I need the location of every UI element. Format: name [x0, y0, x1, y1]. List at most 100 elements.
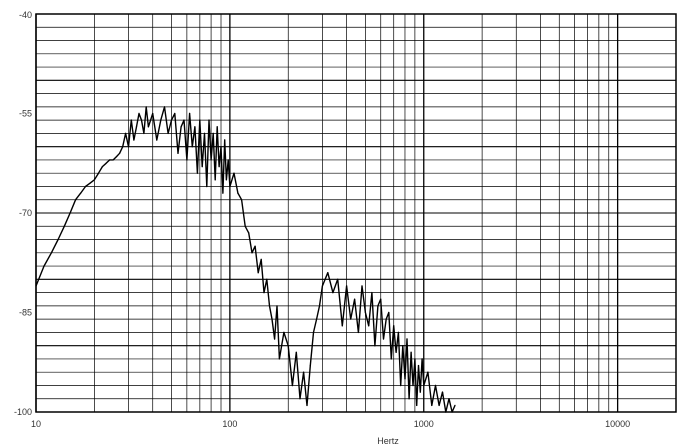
- data-point: [216, 126, 218, 128]
- data-point: [445, 411, 447, 413]
- data-point: [138, 112, 140, 115]
- data-point: [350, 318, 352, 320]
- data-point: [421, 358, 423, 360]
- data-point: [143, 132, 145, 134]
- data-point: [174, 112, 176, 115]
- data-point: [364, 311, 366, 314]
- data-point: [145, 106, 147, 108]
- data-point: [170, 119, 173, 121]
- data-point: [263, 292, 265, 294]
- data-point: [177, 152, 179, 154]
- data-point: [287, 345, 289, 347]
- y-tick-labels: -40 -55 -70 -85 -100: [14, 10, 32, 417]
- data-point: [451, 411, 453, 413]
- data-point: [57, 238, 59, 241]
- data-point: [312, 331, 315, 333]
- data-point: [318, 305, 321, 307]
- data-point: [276, 305, 278, 307]
- data-point: [404, 378, 406, 380]
- series-layer: [35, 106, 456, 413]
- data-point: [406, 338, 408, 340]
- data-point: [152, 112, 154, 115]
- data-point: [208, 119, 210, 121]
- y-tick-label: -100: [14, 407, 32, 417]
- data-point: [233, 172, 235, 174]
- x-tick-label: 1000: [414, 419, 434, 429]
- data-point: [97, 172, 100, 174]
- data-point: [191, 146, 193, 148]
- data-point: [434, 384, 437, 387]
- data-point: [93, 179, 95, 181]
- data-point: [50, 252, 53, 254]
- data-point: [266, 278, 268, 280]
- data-point: [371, 292, 373, 294]
- data-point: [388, 311, 390, 314]
- data-point: [393, 325, 395, 327]
- data-point: [361, 285, 363, 287]
- data-point: [167, 132, 169, 134]
- data-point: [63, 225, 65, 227]
- data-point: [225, 179, 227, 181]
- plot-border: [35, 13, 677, 413]
- data-point: [303, 371, 305, 373]
- data-point: [203, 132, 206, 134]
- data-point: [109, 159, 111, 161]
- x-tick-label: 100: [222, 419, 237, 429]
- y-tick-label: -55: [19, 109, 32, 119]
- x-axis-label: Hertz: [377, 436, 399, 446]
- data-point: [206, 185, 208, 188]
- data-point: [214, 179, 216, 181]
- data-point: [278, 358, 280, 360]
- data-point: [69, 212, 71, 214]
- data-point: [400, 384, 402, 387]
- data-point: [306, 404, 308, 406]
- data-point: [382, 338, 385, 340]
- data-point: [35, 285, 37, 287]
- data-point: [212, 132, 214, 134]
- data-point: [248, 232, 250, 234]
- y-tick-label: -70: [19, 208, 32, 218]
- data-point: [283, 331, 285, 333]
- data-point: [224, 139, 226, 141]
- x-tick-label: 10000: [605, 419, 630, 429]
- y-tick-label: -85: [19, 308, 32, 318]
- data-point: [196, 172, 198, 174]
- data-point: [201, 166, 203, 168]
- data-point: [316, 318, 318, 320]
- data-point: [147, 126, 149, 128]
- x-tick-labels: 10 100 1000 10000: [31, 419, 630, 429]
- data-point: [115, 156, 118, 158]
- data-point: [140, 119, 143, 121]
- data-point: [395, 351, 397, 353]
- data-point: [309, 365, 311, 367]
- data-point: [186, 159, 188, 161]
- data-point: [268, 305, 271, 307]
- data-point: [419, 391, 421, 393]
- data-point: [210, 159, 212, 161]
- data-point: [150, 119, 152, 121]
- data-point: [291, 384, 293, 387]
- data-point: [390, 358, 392, 360]
- data-point: [127, 146, 130, 148]
- data-point: [416, 404, 418, 406]
- data-point: [274, 338, 276, 340]
- data-point: [80, 192, 82, 194]
- data-point: [180, 126, 182, 128]
- data-point: [441, 391, 444, 393]
- data-point: [254, 245, 256, 247]
- data-point: [227, 159, 229, 161]
- data-point: [105, 162, 107, 164]
- data-point: [156, 139, 158, 141]
- data-point: [229, 185, 231, 188]
- data-point: [237, 192, 239, 194]
- data-point: [346, 285, 348, 287]
- data-point: [448, 398, 450, 400]
- data-point: [125, 132, 127, 134]
- data-point: [295, 351, 297, 353]
- data-point: [135, 126, 138, 128]
- data-point: [241, 199, 243, 201]
- data-point: [397, 331, 399, 333]
- x-tick-label: 10: [31, 419, 41, 429]
- data-point: [299, 398, 301, 400]
- data-point: [321, 285, 323, 287]
